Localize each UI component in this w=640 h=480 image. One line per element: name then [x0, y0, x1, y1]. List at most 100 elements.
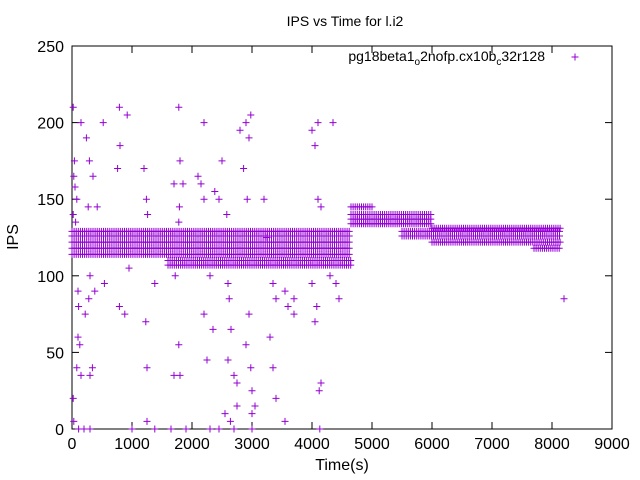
data-point [170, 371, 178, 379]
data-point [272, 394, 280, 402]
legend-label-part: 2nofp.cx10b [420, 48, 496, 64]
data-point [85, 295, 93, 303]
data-point [197, 180, 205, 188]
data-point [233, 402, 241, 410]
y-axis: 0 50 100 150 200 250 [37, 39, 612, 439]
data-point [142, 195, 150, 203]
data-point [314, 119, 322, 127]
data-point [240, 165, 248, 173]
data-point [317, 203, 325, 211]
data-point [70, 157, 78, 165]
data-point [71, 183, 79, 191]
data-point [308, 279, 316, 287]
data-point [227, 325, 235, 333]
data-point [171, 272, 179, 280]
data-point [290, 310, 298, 318]
data-point [143, 364, 151, 372]
data-point [248, 425, 256, 433]
data-point [125, 264, 133, 272]
data-point [230, 371, 238, 379]
data-point [260, 195, 268, 203]
data-point [176, 371, 184, 379]
data-point [347, 256, 355, 264]
data-point [335, 295, 343, 303]
data-point [144, 211, 152, 219]
data-point [179, 180, 187, 188]
data-point [311, 318, 319, 326]
legend-marker [571, 53, 579, 61]
data-point [75, 302, 83, 310]
data-point [167, 425, 175, 433]
data-point [427, 211, 435, 219]
data-point [556, 224, 564, 232]
data-point [143, 417, 151, 425]
data-point [85, 157, 93, 165]
data-point [345, 250, 353, 258]
y-tick-label: 250 [37, 39, 64, 56]
x-tick-label: 1000 [114, 436, 150, 453]
x-tick-label: 2000 [174, 436, 210, 453]
data-point [223, 211, 231, 219]
y-tick-label: 200 [37, 116, 64, 133]
data-point [215, 195, 223, 203]
data-point [182, 425, 190, 433]
data-point [281, 287, 289, 295]
data-point [175, 341, 183, 349]
data-point [263, 234, 271, 241]
legend-label: pg18beta1o2nofp.cx10bc32r128 [348, 48, 545, 68]
data-point [209, 325, 217, 333]
data-point [69, 211, 77, 219]
data-point [315, 387, 323, 395]
data-point [128, 425, 136, 433]
data-point [272, 295, 280, 303]
data-point [313, 302, 321, 310]
data-point [69, 394, 77, 402]
data-point [200, 195, 208, 203]
legend-label-sub: o [415, 57, 421, 68]
data-point [74, 287, 82, 295]
y-tick-label: 150 [37, 192, 64, 209]
data-point [73, 195, 81, 203]
data-point [345, 244, 353, 252]
data-point [194, 172, 202, 180]
data-point [326, 272, 334, 280]
x-tick-label: 6000 [414, 436, 450, 453]
data-point [242, 119, 250, 127]
data-point [76, 341, 84, 349]
x-tick-label: 5000 [354, 436, 390, 453]
y-axis-title: IPS [5, 224, 22, 250]
data-point [200, 310, 208, 318]
data-point [86, 425, 94, 433]
data-point [72, 218, 80, 226]
data-point [81, 310, 89, 318]
data-point [121, 310, 129, 318]
data-point [290, 295, 298, 303]
data-point [203, 356, 211, 364]
data-point [200, 119, 208, 127]
data-point [316, 425, 324, 433]
data-point [266, 333, 274, 341]
data-point [556, 227, 563, 235]
data-point [115, 103, 123, 111]
data-point [151, 425, 159, 433]
data-point [175, 218, 183, 226]
data-point [176, 157, 184, 165]
data-point [175, 203, 183, 211]
series-points [68, 103, 568, 433]
data-point [215, 425, 223, 433]
data-point [224, 356, 232, 364]
data-point [368, 203, 376, 211]
legend-marker-plus [571, 53, 579, 61]
data-point [311, 142, 319, 150]
data-point [233, 379, 241, 387]
data-point [211, 188, 219, 196]
x-tick-label: 4000 [294, 436, 330, 453]
data-point [226, 417, 234, 425]
data-point [70, 172, 78, 180]
y-tick-label: 50 [46, 345, 64, 362]
data-point [329, 119, 337, 127]
data-point [245, 134, 253, 142]
data-point [248, 387, 256, 395]
data-point [248, 410, 256, 418]
data-point [314, 195, 322, 203]
